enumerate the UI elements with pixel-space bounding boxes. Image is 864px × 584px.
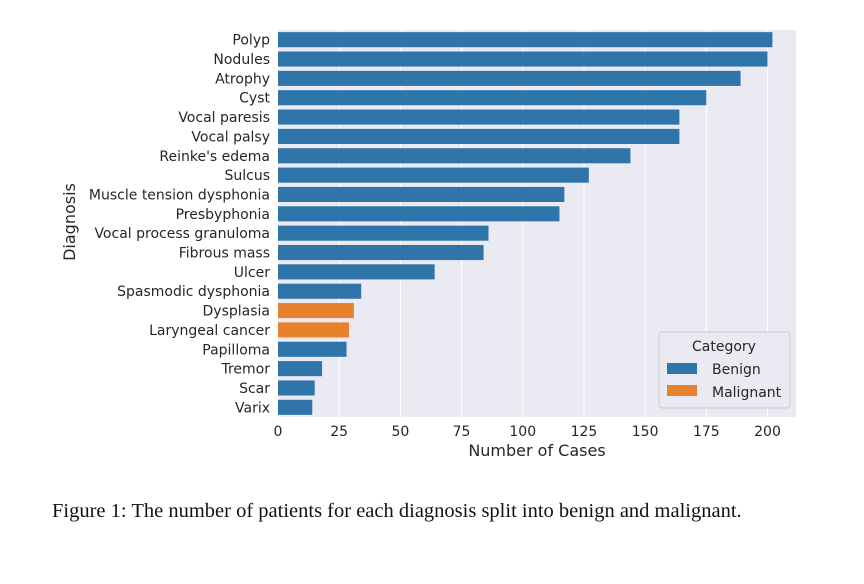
y-tick-label-13: Spasmodic dysphonia: [117, 284, 270, 300]
y-tick-label-2: Atrophy: [215, 71, 270, 87]
bar-16: [278, 341, 347, 357]
legend-title: Category: [692, 339, 756, 355]
legend-label-benign: Benign: [712, 362, 761, 378]
bar-7: [278, 167, 589, 183]
y-tick-label-18: Scar: [239, 381, 270, 397]
bar-19: [278, 399, 313, 415]
y-tick-label-19: Varix: [235, 400, 270, 416]
figure-caption: Figure 1: The number of patients for eac…: [52, 500, 742, 522]
legend-label-malignant: Malignant: [712, 385, 782, 401]
y-tick-label-15: Laryngeal cancer: [149, 323, 270, 339]
y-tick-label-12: Ulcer: [234, 265, 270, 281]
x-tick-label-5: 125: [571, 424, 598, 440]
legend-swatch-benign: [667, 363, 697, 374]
bars: [278, 32, 773, 415]
x-axis-title: Number of Cases: [468, 441, 605, 460]
bar-3: [278, 90, 707, 106]
x-tick-labels: 0 25 50 75 100 125 150 175 200: [274, 424, 781, 440]
y-tick-label-17: Tremor: [220, 362, 270, 378]
x-tick-label-0: 0: [274, 424, 283, 440]
x-tick-label-4: 100: [509, 424, 536, 440]
bar-8: [278, 186, 565, 203]
y-tick-label-6: Reinke's edema: [159, 149, 270, 165]
bar-18: [278, 380, 315, 396]
y-tick-label-5: Vocal palsy: [191, 129, 270, 145]
legend-swatch-malignant: [667, 385, 697, 396]
bar-13: [278, 283, 362, 299]
y-tick-label-10: Vocal process granuloma: [94, 226, 270, 242]
x-tick-label-2: 50: [391, 424, 409, 440]
y-tick-label-11: Fibrous mass: [179, 246, 270, 262]
bar-11: [278, 244, 484, 261]
x-tick-label-8: 200: [754, 424, 781, 440]
y-tick-label-0: Polyp: [232, 33, 270, 49]
y-tick-label-16: Papilloma: [202, 342, 270, 358]
y-tick-label-14: Dysplasia: [203, 304, 270, 320]
bar-2: [278, 70, 741, 86]
y-tick-label-8: Muscle tension dysphonia: [89, 187, 270, 203]
bar-10: [278, 225, 489, 241]
x-tick-label-6: 150: [632, 424, 659, 440]
y-tick-label-4: Vocal paresis: [178, 110, 270, 126]
bar-17: [278, 361, 323, 377]
x-tick-label-7: 175: [693, 424, 720, 440]
bar-12: [278, 264, 435, 280]
y-tick-label-3: Cyst: [239, 91, 270, 107]
bar-0: [278, 32, 773, 48]
y-tick-labels: Polyp Nodules Atrophy Cyst Vocal paresis Voca…: [89, 33, 271, 417]
bar-14: [278, 303, 354, 319]
bar-9: [278, 206, 560, 222]
bar-5: [278, 128, 680, 144]
bar-4: [278, 109, 680, 125]
y-tick-label-1: Nodules: [213, 52, 270, 68]
y-axis-title: Diagnosis: [60, 183, 79, 261]
bar-1: [278, 51, 768, 67]
legend: Category Benign Malignant: [658, 331, 791, 409]
x-tick-label-1: 25: [330, 424, 348, 440]
y-tick-label-7: Sulcus: [224, 168, 270, 184]
bar-15: [278, 322, 349, 338]
y-tick-label-9: Presbyphonia: [176, 207, 270, 223]
x-tick-label-3: 75: [453, 424, 471, 440]
chart: Polyp Nodules Atrophy Cyst Vocal paresis Voca…: [60, 30, 796, 460]
bar-6: [278, 148, 631, 164]
